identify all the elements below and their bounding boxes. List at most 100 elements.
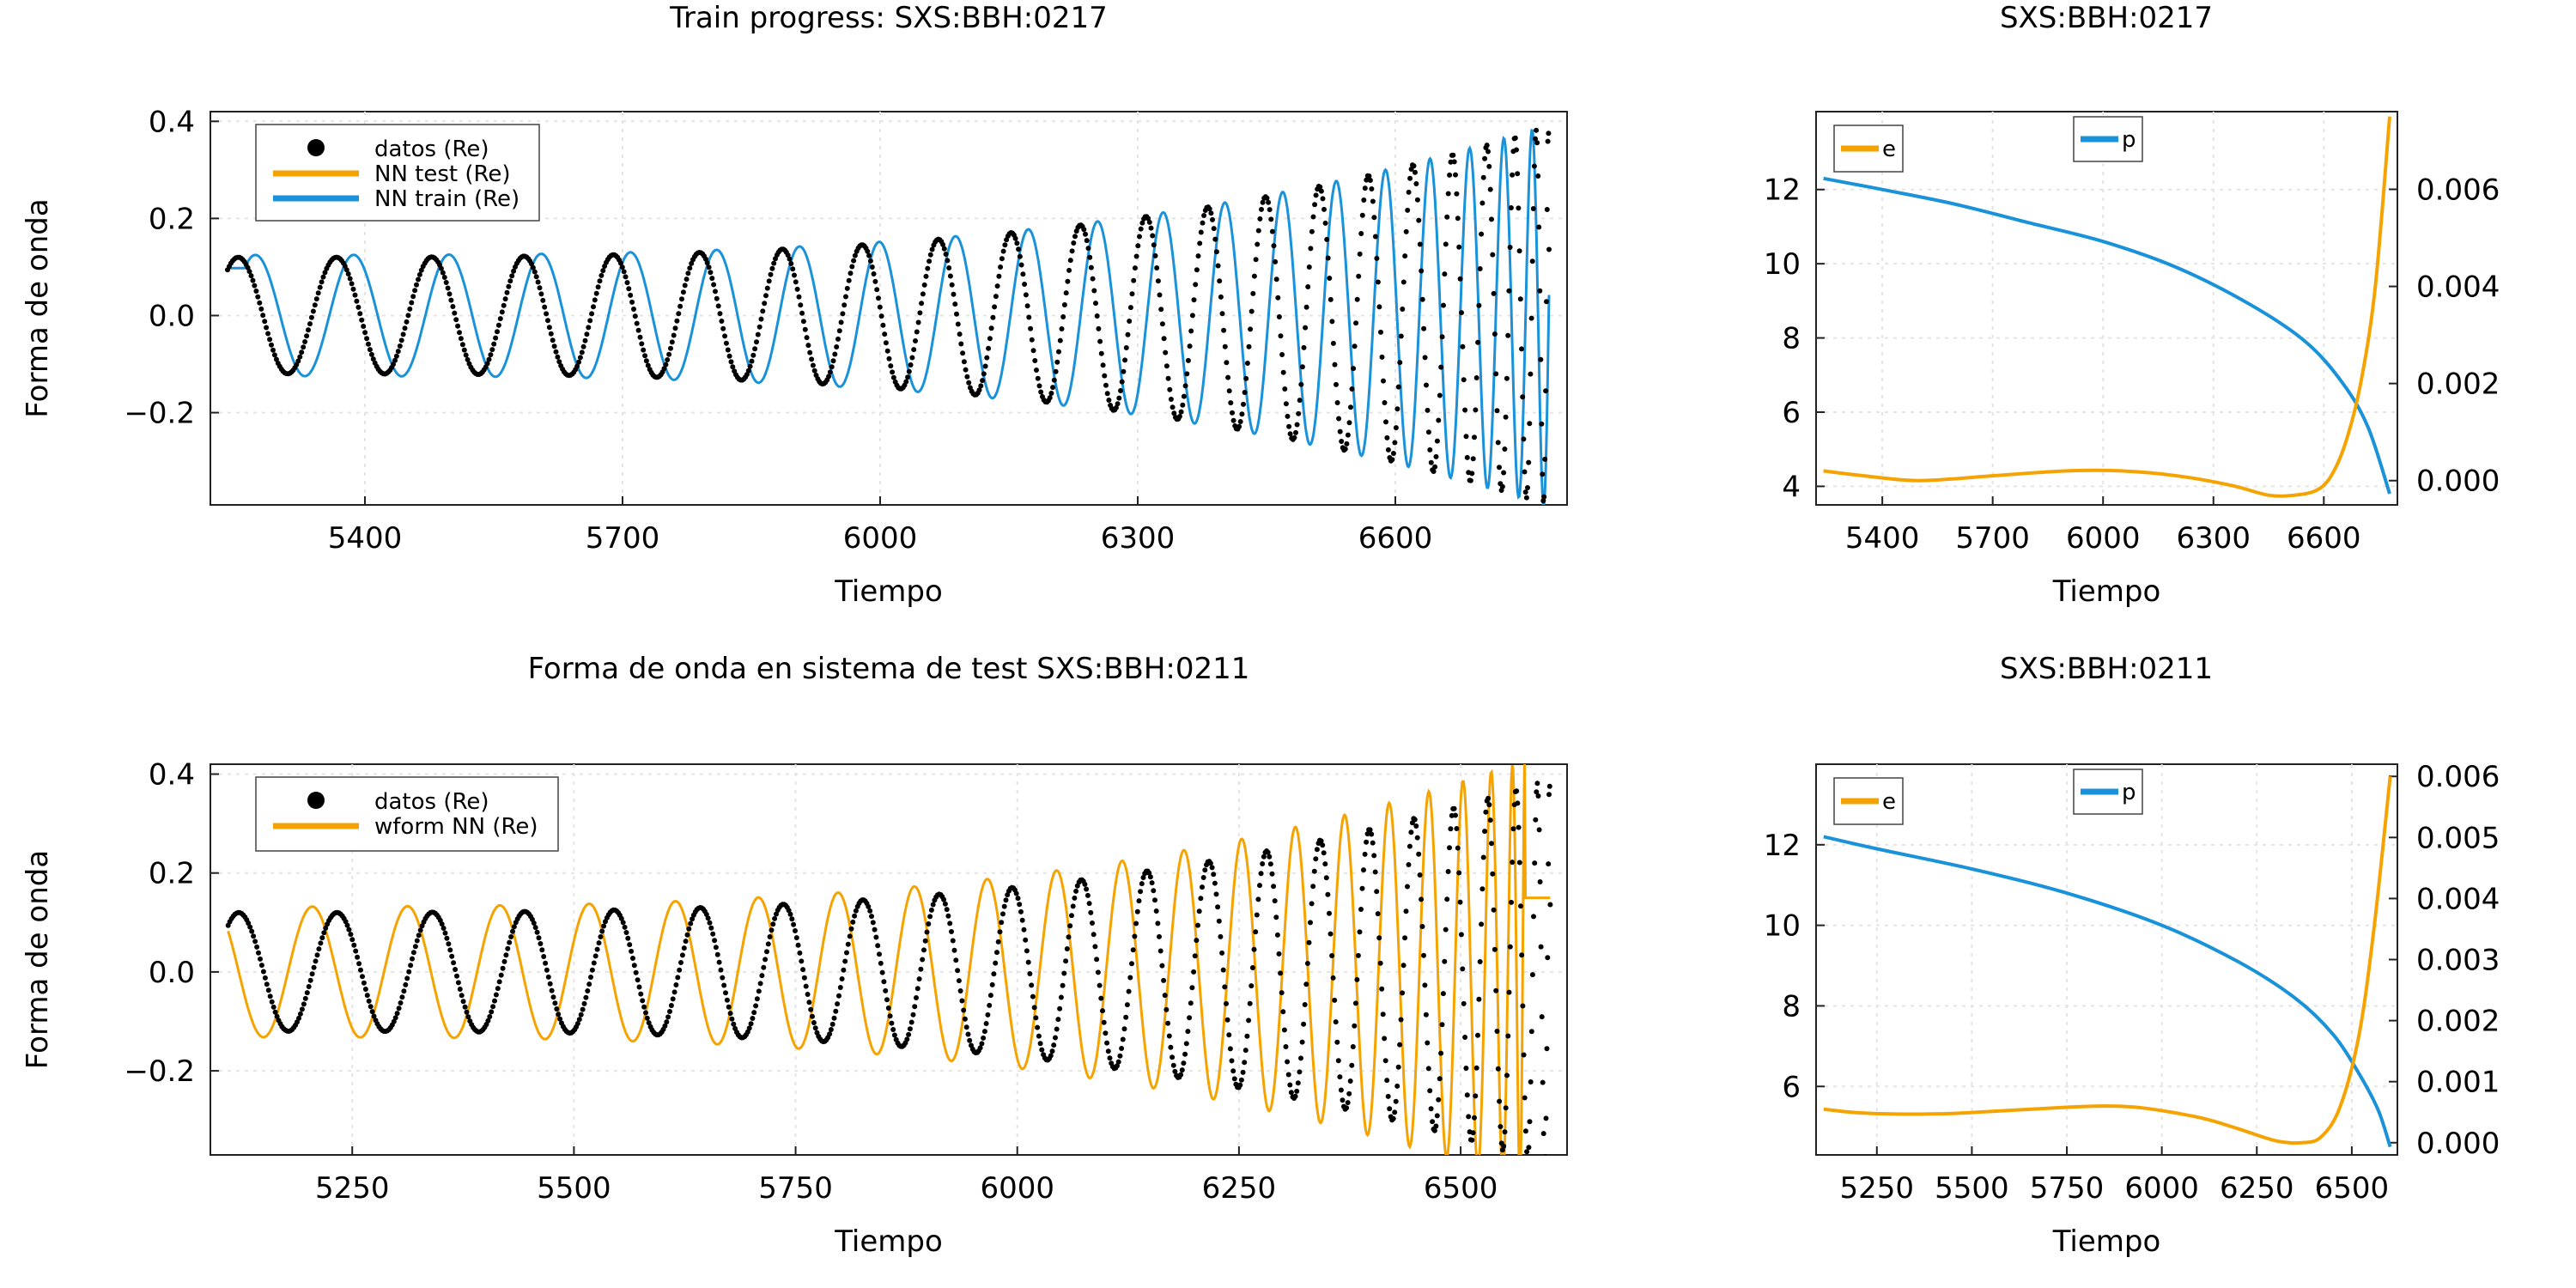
data-point xyxy=(1157,933,1162,939)
data-point xyxy=(750,352,756,358)
data-point xyxy=(1126,988,1132,994)
data-point xyxy=(508,934,514,939)
data-point xyxy=(1067,258,1073,264)
data-point xyxy=(1255,241,1261,247)
data-point xyxy=(1499,483,1505,489)
data-point xyxy=(1528,1079,1534,1084)
data-point xyxy=(1369,831,1375,837)
data-point xyxy=(1026,314,1032,320)
data-point xyxy=(1129,291,1135,297)
data-point xyxy=(511,924,517,930)
data-point xyxy=(1035,1024,1041,1030)
data-point xyxy=(1106,398,1112,403)
data-point xyxy=(592,297,598,303)
data-point xyxy=(844,285,850,291)
y-right-tick-label: 0.002 xyxy=(2416,368,2500,402)
data-point xyxy=(578,1012,584,1018)
data-point xyxy=(1485,795,1492,801)
data-point xyxy=(728,359,734,365)
data-point xyxy=(1422,982,1428,988)
data-point xyxy=(1357,929,1363,935)
data-point xyxy=(1222,343,1228,349)
data-point xyxy=(1472,1115,1477,1121)
data-point xyxy=(643,358,649,364)
data-point xyxy=(906,368,912,374)
data-point xyxy=(1538,944,1544,950)
data-point xyxy=(1032,358,1038,363)
data-point xyxy=(1370,840,1376,846)
data-point xyxy=(1377,960,1383,966)
data-point xyxy=(793,935,799,941)
data-point xyxy=(540,297,546,303)
legend-e: e xyxy=(1833,125,1904,173)
data-point xyxy=(406,969,412,975)
data-point xyxy=(956,978,962,984)
data-point xyxy=(1327,931,1334,937)
data-point xyxy=(747,363,753,369)
data-point xyxy=(930,902,936,908)
data-point xyxy=(254,944,260,950)
data-point xyxy=(678,960,683,965)
data-point xyxy=(990,314,996,320)
data-point xyxy=(352,292,358,298)
data-point xyxy=(1195,253,1201,259)
data-point xyxy=(757,981,763,987)
data-point xyxy=(1239,411,1245,417)
data-point xyxy=(1059,326,1065,331)
data-point xyxy=(1163,1006,1170,1012)
data-point xyxy=(1408,829,1414,835)
data-point xyxy=(1516,860,1522,866)
data-point xyxy=(928,907,934,913)
data-point xyxy=(754,996,760,1002)
data-point xyxy=(958,341,964,347)
data-point xyxy=(412,288,418,294)
data-point xyxy=(1335,1058,1341,1064)
data-point xyxy=(507,939,513,945)
data-point xyxy=(1219,950,1225,956)
data-point xyxy=(920,291,926,297)
data-point xyxy=(771,260,777,266)
data-point xyxy=(625,935,631,941)
data-point xyxy=(674,318,680,324)
data-point xyxy=(349,281,355,287)
data-point xyxy=(718,967,724,973)
data-point xyxy=(793,928,798,933)
data-point xyxy=(792,272,797,278)
data-point xyxy=(671,989,677,995)
data-point xyxy=(366,998,372,1004)
data-point xyxy=(1178,1072,1184,1078)
data-point xyxy=(1542,1158,1547,1163)
data-point xyxy=(545,318,550,324)
data-point xyxy=(1149,880,1155,886)
data-point xyxy=(1507,944,1513,950)
data-point xyxy=(661,366,667,372)
data-point xyxy=(539,947,545,953)
data-point xyxy=(1370,198,1376,204)
y-axis-label: Forma de onda xyxy=(21,198,55,417)
data-point xyxy=(1529,258,1535,264)
data-point xyxy=(246,269,252,275)
data-point xyxy=(1384,1078,1390,1084)
data-point xyxy=(1522,1128,1528,1134)
data-point xyxy=(787,256,793,262)
data-point xyxy=(1482,829,1488,835)
data-point xyxy=(1296,410,1302,416)
data-point xyxy=(681,945,687,951)
data-point xyxy=(1120,1036,1126,1042)
data-point xyxy=(1371,215,1377,221)
x-tick-label: 6000 xyxy=(843,521,918,556)
data-point xyxy=(954,311,959,317)
data-point xyxy=(890,374,896,380)
data-point xyxy=(679,296,684,302)
legend-p: p xyxy=(2073,769,2143,815)
data-point xyxy=(258,956,263,962)
y-right-tick-label: 0.000 xyxy=(2416,1127,2500,1161)
x-tick-label: 5250 xyxy=(315,1171,390,1206)
data-point xyxy=(877,304,883,310)
data-point xyxy=(1029,337,1035,343)
data-point xyxy=(1309,228,1315,234)
data-point xyxy=(1546,131,1552,137)
data-point xyxy=(1102,373,1108,379)
data-point xyxy=(904,1036,910,1042)
data-point xyxy=(1118,388,1123,393)
